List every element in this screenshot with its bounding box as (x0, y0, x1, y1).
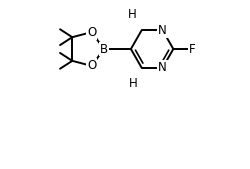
Text: B: B (100, 43, 108, 55)
Text: H: H (128, 8, 136, 21)
Text: N: N (158, 61, 166, 74)
Text: O: O (87, 59, 96, 72)
Text: F: F (188, 43, 195, 55)
Text: O: O (87, 26, 96, 39)
Text: N: N (158, 24, 166, 37)
Text: H: H (129, 77, 138, 90)
